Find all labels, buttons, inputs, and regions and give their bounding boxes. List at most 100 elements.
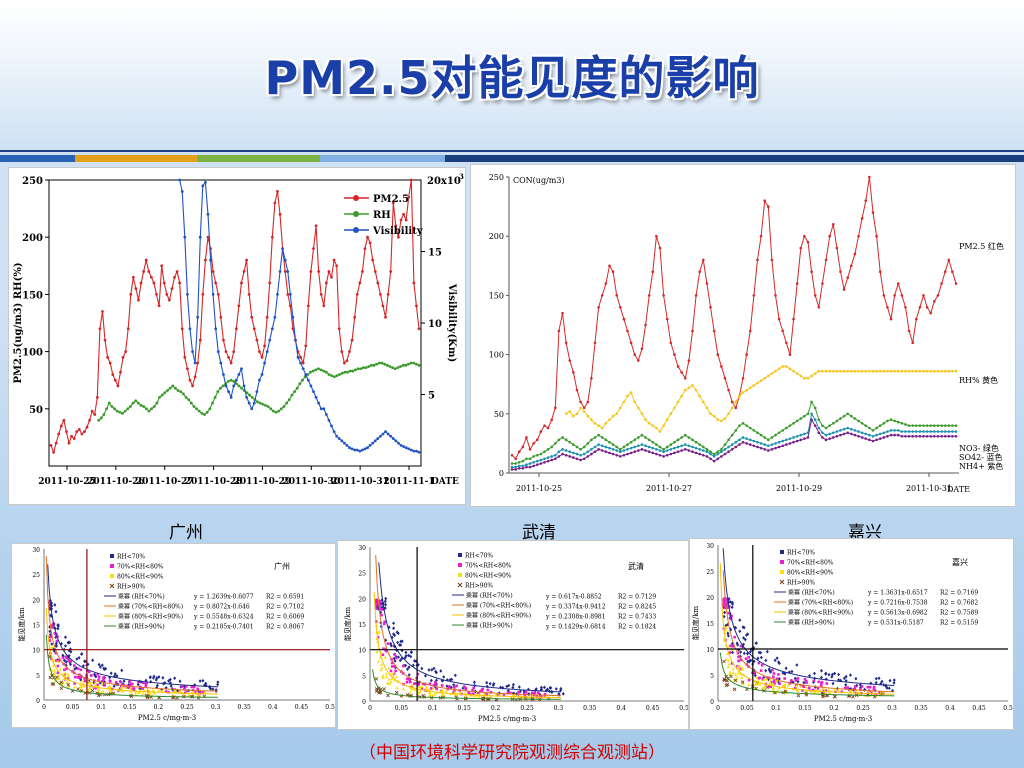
data-point — [147, 270, 151, 273]
data-point — [174, 386, 177, 390]
data-point — [853, 433, 857, 437]
scatter-point — [97, 678, 100, 681]
data-point — [748, 438, 752, 442]
scatter-point — [728, 672, 732, 676]
scatter-point — [783, 671, 787, 676]
data-point — [730, 448, 734, 451]
legend-marker — [353, 211, 359, 217]
data-point — [343, 370, 347, 374]
scatter-point — [115, 674, 119, 678]
data-point — [893, 429, 896, 432]
data-point — [839, 270, 842, 274]
data-point — [525, 436, 528, 439]
x-tick-label: 0.25 — [180, 704, 194, 711]
data-point — [195, 407, 199, 411]
data-point — [806, 376, 810, 380]
scatter-point — [184, 685, 188, 688]
data-point — [640, 347, 644, 350]
scatter-point — [821, 694, 825, 699]
scatter-point — [795, 663, 799, 667]
x-tick-label: 0.15 — [798, 705, 812, 712]
data-point — [543, 424, 546, 427]
data-point — [770, 372, 774, 375]
data-point — [604, 450, 608, 453]
data-point — [846, 412, 850, 416]
scatter-point — [56, 626, 60, 631]
scatter-point — [127, 686, 130, 689]
data-point — [799, 374, 803, 378]
data-point — [893, 433, 896, 437]
scatter-point — [54, 641, 58, 646]
data-point — [687, 436, 691, 439]
data-point — [304, 373, 308, 376]
data-point — [918, 369, 922, 373]
data-point — [168, 386, 172, 390]
scatter-point — [403, 655, 407, 660]
series-line-no3 — [512, 400, 956, 464]
data-point — [756, 440, 759, 444]
scatter-point — [201, 678, 205, 683]
scatter-point — [137, 680, 140, 684]
slide-title: PM2.5对能见度的影响 — [264, 51, 760, 105]
scatter-point — [112, 674, 116, 679]
data-point — [723, 443, 727, 446]
data-point — [546, 459, 550, 463]
data-point — [868, 438, 871, 442]
data-point — [409, 448, 413, 452]
scatter-point — [50, 635, 53, 639]
data-point — [554, 457, 557, 461]
data-point — [727, 412, 730, 416]
data-point — [543, 457, 546, 461]
legend-label: RH<70% — [787, 550, 815, 557]
data-point — [188, 327, 192, 331]
data-point — [342, 441, 346, 445]
data-point — [709, 457, 712, 461]
fit-r2: R2 = 0.8245 — [618, 604, 656, 611]
data-point — [234, 327, 238, 331]
data-point — [738, 424, 741, 427]
scatter-point — [851, 695, 855, 699]
scatter-point — [481, 687, 484, 691]
fit-equation: y = 0.7216x-0.7538 — [867, 600, 928, 607]
data-point — [752, 384, 756, 387]
scatter-point — [737, 655, 740, 659]
data-point — [180, 190, 184, 193]
scatter-point — [887, 686, 891, 691]
fit-curve — [378, 562, 561, 693]
scatter-point — [736, 671, 740, 675]
scatter-point — [729, 644, 732, 648]
scatter-point — [164, 685, 168, 690]
data-point — [417, 363, 421, 367]
fit-curve — [372, 669, 561, 700]
scatter-point — [375, 650, 379, 654]
scatter-point — [75, 657, 79, 661]
y-tick-label: 20 — [32, 597, 40, 604]
scatter-point — [392, 632, 396, 636]
data-point — [781, 444, 785, 448]
data-point — [954, 424, 958, 427]
fit-r2: R2 = 0.7589 — [940, 610, 978, 617]
fit-curve — [45, 634, 218, 698]
data-point — [404, 446, 408, 450]
data-point — [629, 391, 633, 394]
data-point — [201, 184, 205, 188]
data-point — [662, 424, 665, 427]
x-tick-label: 2011-10-29 — [234, 477, 292, 487]
data-point — [900, 434, 904, 438]
scatter-point — [387, 677, 391, 681]
y-tick-label: 100 — [489, 351, 504, 360]
data-point — [535, 463, 539, 467]
data-point — [136, 401, 140, 405]
scatter-point — [803, 677, 807, 681]
fit-r2: R2 = 0.5159 — [940, 620, 978, 627]
scatter-point — [72, 664, 76, 667]
scatter-point — [733, 625, 737, 630]
scatter-point — [53, 632, 57, 635]
legend-marker — [457, 582, 463, 588]
data-point — [260, 373, 264, 376]
scatter-point — [121, 689, 125, 693]
scatter-point — [472, 686, 475, 690]
scatter-point — [804, 679, 808, 683]
scatter-point — [743, 637, 747, 642]
data-point — [303, 375, 307, 379]
